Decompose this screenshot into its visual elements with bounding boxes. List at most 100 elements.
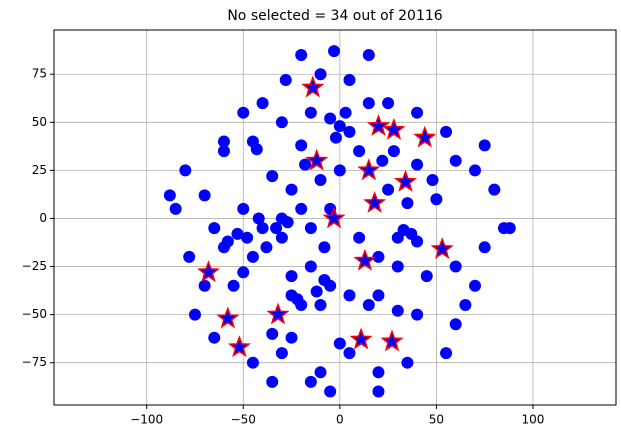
star-point <box>322 206 346 229</box>
star-point <box>216 306 240 329</box>
point <box>426 174 439 186</box>
point <box>333 164 346 177</box>
point <box>459 299 472 311</box>
star-point <box>266 302 290 325</box>
point <box>208 331 221 344</box>
point <box>362 49 375 61</box>
point <box>163 189 176 202</box>
star-point <box>305 148 329 171</box>
y-tick-label: −25 <box>22 259 47 273</box>
point <box>353 231 366 244</box>
point <box>411 158 424 171</box>
point <box>401 197 414 210</box>
point <box>362 97 375 110</box>
point <box>440 347 453 360</box>
point <box>246 356 259 369</box>
star-point <box>382 117 406 140</box>
point <box>382 97 395 110</box>
point <box>329 131 342 144</box>
point <box>310 285 323 298</box>
point <box>237 106 250 119</box>
point <box>343 347 356 360</box>
star-point <box>301 75 325 98</box>
x-tick-label: 50 <box>429 413 444 427</box>
y-tick-label: 75 <box>32 67 47 81</box>
point <box>503 222 516 235</box>
point <box>208 222 221 235</box>
point <box>291 293 304 306</box>
point <box>237 202 250 215</box>
star-point <box>349 327 373 350</box>
point <box>488 183 501 196</box>
point <box>188 308 201 321</box>
point <box>314 366 327 379</box>
point <box>382 183 395 196</box>
point <box>314 174 327 186</box>
point <box>221 235 234 248</box>
point <box>324 112 337 125</box>
x-tick-label: −100 <box>130 413 163 427</box>
point <box>266 170 279 183</box>
point <box>391 304 404 317</box>
point <box>198 189 211 202</box>
point <box>343 125 356 138</box>
point <box>372 385 385 398</box>
star-point <box>363 190 387 213</box>
point <box>449 154 462 167</box>
point <box>179 164 192 177</box>
point <box>478 139 491 152</box>
point <box>304 106 317 119</box>
point <box>304 260 317 273</box>
point <box>391 260 404 273</box>
x-tick-label: 100 <box>522 413 545 427</box>
star-point <box>430 237 454 260</box>
point <box>411 106 424 119</box>
point <box>250 143 263 156</box>
point <box>449 318 462 331</box>
point <box>430 193 443 206</box>
x-tick-label: 0 <box>336 413 344 427</box>
y-tick-label: 25 <box>32 163 47 177</box>
star-point <box>393 169 418 192</box>
point <box>252 212 265 225</box>
point <box>169 202 182 215</box>
star-point <box>366 114 391 136</box>
y-tick-label: 50 <box>32 115 47 129</box>
point <box>411 235 424 248</box>
point <box>281 216 294 229</box>
point <box>324 385 337 398</box>
star-point <box>380 329 404 352</box>
point <box>256 222 269 235</box>
point <box>333 337 346 350</box>
point <box>411 308 424 321</box>
chart-title: No selected = 34 out of 20116 <box>227 8 442 24</box>
point <box>343 74 356 86</box>
point <box>420 270 433 283</box>
point <box>275 347 288 360</box>
point <box>299 158 312 171</box>
point <box>227 279 240 292</box>
point <box>440 125 453 138</box>
y-tick-label: 0 <box>39 211 47 225</box>
point <box>362 299 375 311</box>
point <box>372 366 385 379</box>
point <box>217 145 230 158</box>
point <box>217 135 230 148</box>
plot-frame <box>53 29 617 406</box>
star-point <box>353 248 377 271</box>
point <box>285 270 298 283</box>
point <box>241 231 254 244</box>
point <box>387 145 400 158</box>
point <box>260 241 273 254</box>
point <box>304 222 317 235</box>
star-point <box>196 260 221 283</box>
point <box>275 116 288 129</box>
point <box>353 145 366 158</box>
point <box>478 241 491 254</box>
point <box>183 250 196 263</box>
point <box>246 250 259 263</box>
point <box>333 120 346 133</box>
point <box>376 154 389 167</box>
point <box>279 74 292 86</box>
point <box>318 274 331 286</box>
